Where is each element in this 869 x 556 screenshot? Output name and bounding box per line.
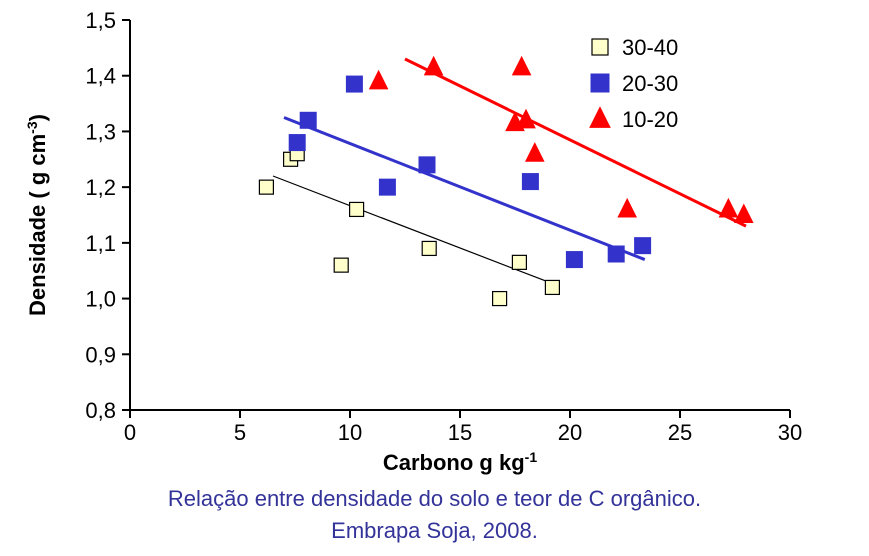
- x-tick-label: 20: [558, 420, 582, 445]
- y-tick-label: 0,8: [85, 398, 116, 423]
- x-tick-label: 10: [338, 420, 362, 445]
- trend-line: [405, 59, 746, 226]
- x-axis-title: Carbono g kg-1: [383, 449, 537, 475]
- y-tick-label: 0,9: [85, 342, 116, 367]
- data-point: [522, 174, 538, 190]
- data-point: [590, 107, 610, 127]
- y-tick-label: 1,4: [85, 64, 116, 89]
- y-tick-label: 1,0: [85, 287, 116, 312]
- y-tick-label: 1,1: [85, 231, 116, 256]
- data-point: [300, 112, 316, 128]
- scatter-chart: 0,8 0,9 1,0 1,1 1,2 1,3 1,4 1,5 0 5 10 15 20 25 30 Carb…: [0, 0, 869, 556]
- x-tick-label: 30: [778, 420, 802, 445]
- data-point: [592, 39, 608, 55]
- data-point: [350, 202, 364, 216]
- chart-svg: 0,8 0,9 1,0 1,1 1,2 1,3 1,4 1,5 0 5 10 15 20 25 30 Carb…: [0, 0, 869, 480]
- data-point: [259, 180, 273, 194]
- y-tick-label: 1,5: [85, 8, 116, 33]
- data-point: [512, 255, 526, 269]
- x-tick-label: 0: [124, 420, 136, 445]
- data-point: [422, 241, 436, 255]
- data-point: [379, 179, 395, 195]
- caption-line-2: Embrapa Soja, 2008.: [0, 518, 869, 544]
- data-point: [719, 199, 737, 217]
- legend-label: 20-30: [622, 71, 678, 96]
- trend-line: [273, 176, 548, 282]
- data-point: [493, 292, 507, 306]
- data-point: [618, 199, 636, 217]
- x-tick-label: 5: [234, 420, 246, 445]
- data-point: [334, 258, 348, 272]
- y-tick-label: 1,3: [85, 119, 116, 144]
- data-point: [591, 74, 609, 92]
- data-point: [346, 76, 362, 92]
- y-axis-title: Densidade ( g cm-3): [24, 114, 50, 316]
- data-point: [370, 71, 388, 89]
- data-point: [526, 143, 544, 161]
- caption-line-1: Relação entre densidade do solo e teor d…: [0, 486, 869, 512]
- y-tick-label: 1,2: [85, 175, 116, 200]
- data-point: [425, 57, 443, 75]
- x-tick-label: 15: [448, 420, 472, 445]
- data-point: [566, 252, 582, 268]
- data-point: [635, 238, 651, 254]
- data-point: [289, 135, 305, 151]
- data-point: [513, 57, 531, 75]
- legend-label: 30-40: [622, 35, 678, 60]
- data-point: [735, 205, 753, 223]
- data-point: [419, 157, 435, 173]
- trend-line: [284, 118, 645, 260]
- data-point: [545, 280, 559, 294]
- data-point: [608, 246, 624, 262]
- data-point: [517, 110, 535, 128]
- x-tick-label: 25: [668, 420, 692, 445]
- legend-label: 10-20: [622, 107, 678, 132]
